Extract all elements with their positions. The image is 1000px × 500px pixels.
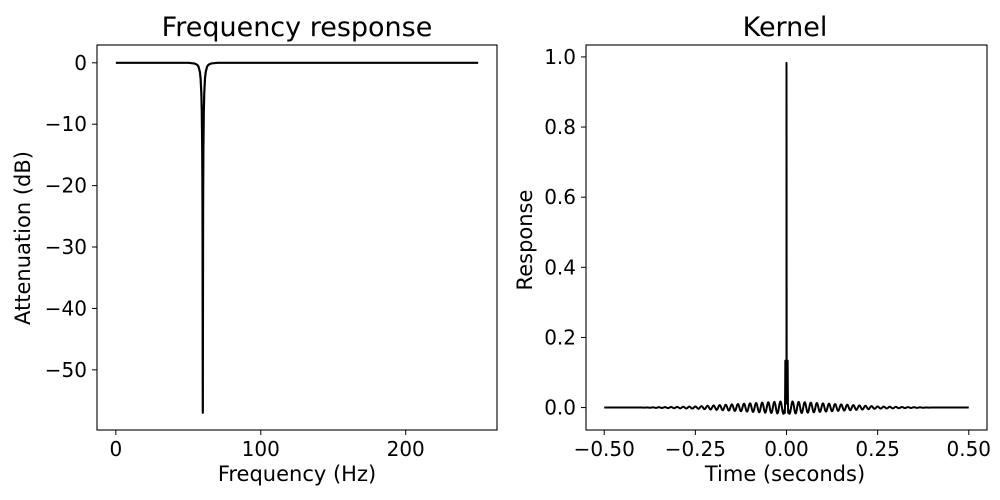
frequency-response-ylabel: Attenuation (dB): [11, 151, 35, 325]
kernel-y-tick-label: 0.2: [544, 325, 576, 349]
kernel-x-tick-label: 0.00: [764, 437, 809, 461]
kernel-y-tick-label: 1.0: [544, 45, 576, 69]
frequency-response-y-tick-label: 0: [74, 51, 87, 75]
kernel-y-tick-label: 0.8: [544, 115, 576, 139]
kernel-y-tick-label: 0.6: [544, 185, 576, 209]
frequency-response-y-tick-label: −40: [45, 296, 87, 320]
kernel-y-tick-label: 0.0: [544, 396, 576, 420]
kernel-y-tick-label: 0.4: [544, 255, 576, 279]
frequency-response-y-tick-label: −10: [45, 112, 87, 136]
kernel-axes-frame: [585, 44, 988, 431]
frequency-response-axes-frame: [96, 44, 498, 431]
frequency-response-x-tick-label: 100: [242, 437, 280, 461]
frequency-response-y-tick-label: −50: [45, 358, 87, 382]
frequency-response-line: [115, 61, 479, 414]
frequency-response-xlabel: Frequency (Hz): [218, 462, 376, 486]
kernel-panel: Kernel Time (seconds) Response −0.50 −0.2…: [513, 12, 991, 486]
frequency-response-x-tick-label: 200: [387, 437, 425, 461]
frequency-response-title: Frequency response: [162, 12, 433, 43]
frequency-response-y-tick-label: −30: [45, 235, 87, 259]
kernel-x-tick-label: 0.25: [855, 437, 900, 461]
frequency-response-y-tick-label: −20: [45, 174, 87, 198]
kernel-ylabel: Response: [513, 190, 537, 291]
frequency-response-ticks: 0 100 200 0 −10 −20 −30 −40 −50: [45, 51, 425, 461]
frequency-response-panel: Frequency response Frequency (Hz) Attenu…: [11, 12, 498, 486]
kernel-xlabel: Time (seconds): [704, 462, 865, 486]
kernel-x-tick-label: 0.50: [947, 437, 992, 461]
kernel-x-tick-label: −0.50: [574, 437, 635, 461]
kernel-line: [603, 61, 970, 415]
kernel-title: Kernel: [743, 12, 828, 43]
frequency-response-x-tick-label: 0: [109, 437, 122, 461]
kernel-ticks: −0.50 −0.25 0.00 0.25 0.50 0.0 0.2 0.4 0.6 0.8 1.0: [544, 45, 991, 461]
kernel-x-tick-label: −0.25: [665, 437, 726, 461]
